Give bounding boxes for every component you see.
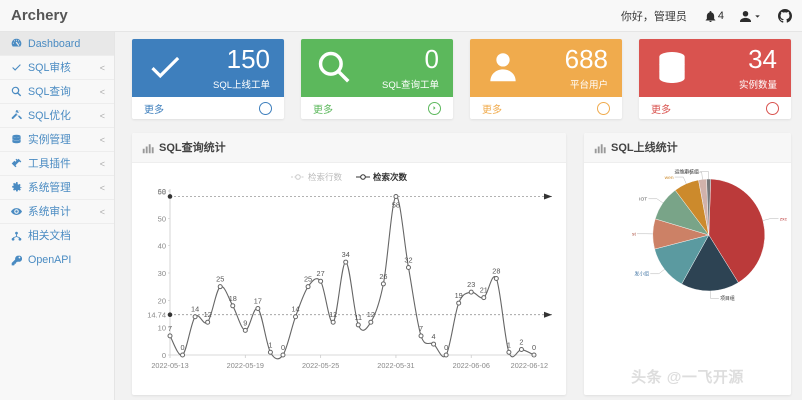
svg-text:2022-05-31: 2022-05-31: [377, 361, 414, 370]
svg-text:12: 12: [329, 310, 337, 319]
svg-text:0: 0: [532, 343, 536, 352]
svg-text:项目组: 项目组: [720, 295, 735, 302]
svg-text:14.74: 14.74: [147, 311, 166, 320]
svg-text:10: 10: [158, 324, 166, 333]
svg-text:0: 0: [162, 351, 166, 360]
svg-text:0: 0: [444, 343, 448, 352]
svg-text:1: 1: [268, 340, 272, 349]
svg-text:发小组: 发小组: [634, 271, 649, 278]
svg-text:26: 26: [379, 272, 387, 281]
svg-text:7: 7: [168, 324, 172, 333]
svg-text:运维审核组: 运维审核组: [675, 169, 699, 176]
svg-text:9: 9: [243, 318, 247, 327]
svg-text:IOT: IOT: [639, 197, 647, 203]
svg-text:25: 25: [216, 275, 224, 284]
svg-text:19: 19: [455, 291, 463, 300]
svg-text:2: 2: [519, 338, 523, 347]
svg-text:2022-06-12: 2022-06-12: [511, 361, 548, 370]
svg-text:12: 12: [204, 310, 212, 319]
svg-text:25: 25: [304, 275, 312, 284]
svg-text:st: st: [632, 232, 636, 238]
svg-text:23: 23: [467, 280, 475, 289]
svg-text:30: 30: [158, 269, 166, 278]
svg-text:2022-05-19: 2022-05-19: [227, 361, 264, 370]
svg-text:1: 1: [507, 340, 511, 349]
svg-text:32: 32: [404, 256, 412, 265]
svg-text:14: 14: [191, 305, 199, 314]
svg-text:2022-05-25: 2022-05-25: [302, 361, 339, 370]
svg-text:11: 11: [354, 313, 362, 322]
svg-text:34: 34: [342, 250, 350, 259]
svg-text:14: 14: [291, 305, 299, 314]
svg-text:zxc: zxc: [780, 218, 788, 223]
svg-text:7: 7: [419, 324, 423, 333]
svg-text:0: 0: [281, 343, 285, 352]
svg-text:wen: wen: [665, 176, 674, 181]
svg-text:27: 27: [317, 269, 325, 278]
svg-text:50: 50: [158, 214, 166, 223]
svg-text:2022-05-13: 2022-05-13: [151, 361, 188, 370]
svg-text:21: 21: [480, 286, 488, 295]
svg-text:12: 12: [367, 310, 375, 319]
svg-text:2022-06-06: 2022-06-06: [453, 361, 490, 370]
svg-text:4: 4: [432, 332, 436, 341]
svg-text:58: 58: [158, 187, 166, 196]
svg-text:17: 17: [254, 297, 262, 306]
svg-text:20: 20: [158, 296, 166, 305]
svg-text:28: 28: [492, 266, 500, 275]
svg-text:58: 58: [392, 200, 400, 209]
svg-text:18: 18: [229, 294, 237, 303]
svg-text:0: 0: [181, 343, 185, 352]
svg-text:40: 40: [158, 242, 166, 251]
